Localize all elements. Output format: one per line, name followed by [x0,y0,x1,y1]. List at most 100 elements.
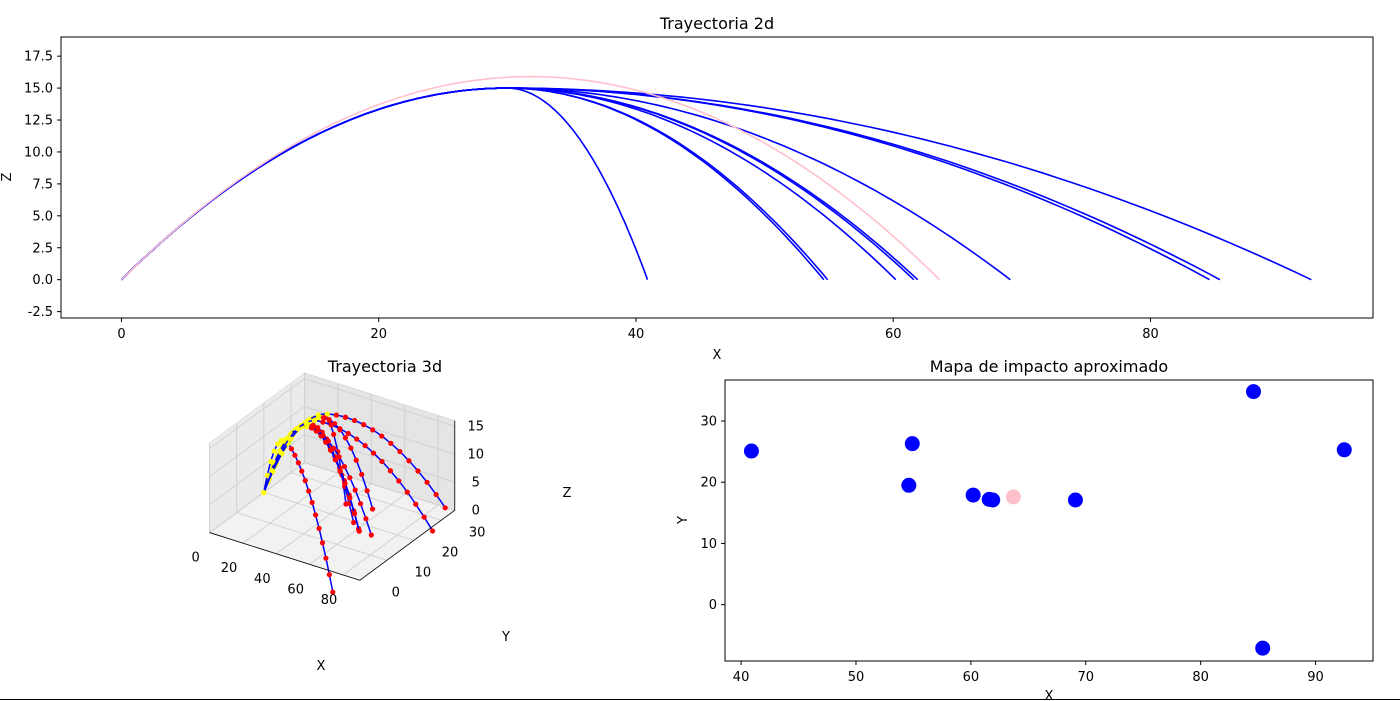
trajectory-3d-marker [261,489,267,496]
trajectory-line [120,87,829,281]
trajectory-3d-marker [357,501,364,507]
y-tick-label: 5.0 [32,209,53,224]
trajectory-line [120,87,649,281]
trajectory-3d-marker [314,428,321,434]
trajectory-3d-marker [442,505,448,511]
trajectory-3d-marker [311,417,318,424]
trajectory-3d-marker [331,445,337,451]
y-tick-label: 30 [469,525,486,540]
trajectory-3d-marker [324,411,330,417]
x-tick-label: 60 [963,670,980,685]
panel-3d-panes [208,372,456,581]
trajectory-3d-marker [264,472,270,478]
trajectory-3d-marker [302,478,308,484]
trajectory-3d-marker [319,540,326,546]
trajectory-3d-marker [388,440,394,446]
trajectory-3d-marker [268,458,274,465]
x-tick-label: 0 [191,551,199,566]
panel-2d-series [120,75,1312,281]
trajectory-3d-marker [368,532,374,538]
axis-line [359,509,455,581]
panel-map-xlabel: X [1045,689,1054,701]
trajectory-3d-marker [328,422,334,428]
grid-line [209,378,305,449]
x-tick-label: 80 [1192,670,1209,685]
grid-line [276,483,372,555]
trajectory-3d-marker [379,458,385,465]
trajectory-3d-marker [326,417,332,423]
grid-line [263,492,415,541]
panel-map-frame [724,379,1374,662]
trajectory-line [120,87,1011,281]
panel-2d-frame [60,36,1374,319]
trajectory-3d-marker [286,435,292,442]
trajectory-3d-marker [362,443,368,449]
trajectory-3d-marker [356,528,362,534]
trajectory-line [120,87,1312,281]
y-tick-label: 10 [700,537,717,552]
panel-3d-series [261,411,448,595]
x-tick-label: 20 [221,561,238,576]
y-tick-label: 0 [709,598,717,613]
trajectory-3d-marker [351,519,357,526]
trajectory-3d-marker [413,501,419,507]
trajectory-3d-marker [359,471,365,478]
trajectory-3d-marker [330,589,336,595]
trajectory-3d-marker [295,460,301,466]
trajectory-3d-marker [269,467,275,474]
impact-point [1336,442,1352,458]
y-tick-label: 17.5 [24,50,53,65]
trajectory-3d-marker [333,412,340,418]
trajectory-3d-marker [341,463,348,470]
panel-map-ticks: 40 50 60 70 80 90 0 10 20 30 [700,415,1323,685]
impact-point [1005,489,1021,505]
panel-3d-xlabel: X [317,659,326,674]
panel-map-ylabel: Y [676,516,691,525]
trajectory-3d-marker [337,426,343,432]
trajectory-3d-marker [336,454,342,460]
trajectory-3d-marker [433,491,439,498]
trajectory-3d-marker [364,488,370,494]
grid-line [236,512,388,561]
y-tick-label: 0.0 [32,273,53,288]
trajectory-3d-marker [370,450,377,456]
y-tick-label: 10 [415,565,432,580]
trajectory-3d-marker [347,475,353,481]
trajectory-3d-marker [369,506,376,512]
trajectory-3d-marker [281,437,288,443]
trajectory-3d-marker [331,431,337,437]
trajectory-3d-marker [320,432,326,439]
trajectory-3d-marker [348,445,354,451]
trajectory-3d-marker [354,436,360,442]
trajectory-3d-marker [326,572,332,578]
impact-point [904,436,920,452]
trajectory-3d-marker [309,499,315,506]
trajectory-3d-marker [379,433,385,439]
grid-line [209,434,305,505]
impact-point [1067,492,1083,508]
trajectory-3d-marker [387,468,394,474]
grid-line [209,462,305,533]
trajectory-3d-marker [337,468,343,474]
trajectory-line [120,75,941,281]
panel-map-points [743,384,1352,656]
x-tick-label: 40 [733,670,750,685]
y-tick-label: 2.5 [32,241,53,256]
z-tick-label: 5 [472,475,480,490]
trajectory-3d-marker [306,488,312,494]
y-tick-label: 12.5 [24,114,53,129]
grid-line [242,472,339,544]
x-tick-label: 90 [1307,670,1324,685]
panel-2d-ylabel: Z [0,172,15,181]
trajectory-3d-marker [396,478,402,484]
impact-point [743,443,759,459]
trajectory-3d-marker [292,452,298,458]
panel-3d-title: Trayectoria 3d [327,357,442,376]
trajectory-3d-marker [363,516,369,522]
trajectory-3d-marker [342,481,348,487]
trajectory-3d-marker [351,511,358,517]
trajectory-3d-marker [275,441,281,447]
trajectory-3d-marker [315,412,321,418]
x-tick-label: 80 [1142,327,1159,342]
